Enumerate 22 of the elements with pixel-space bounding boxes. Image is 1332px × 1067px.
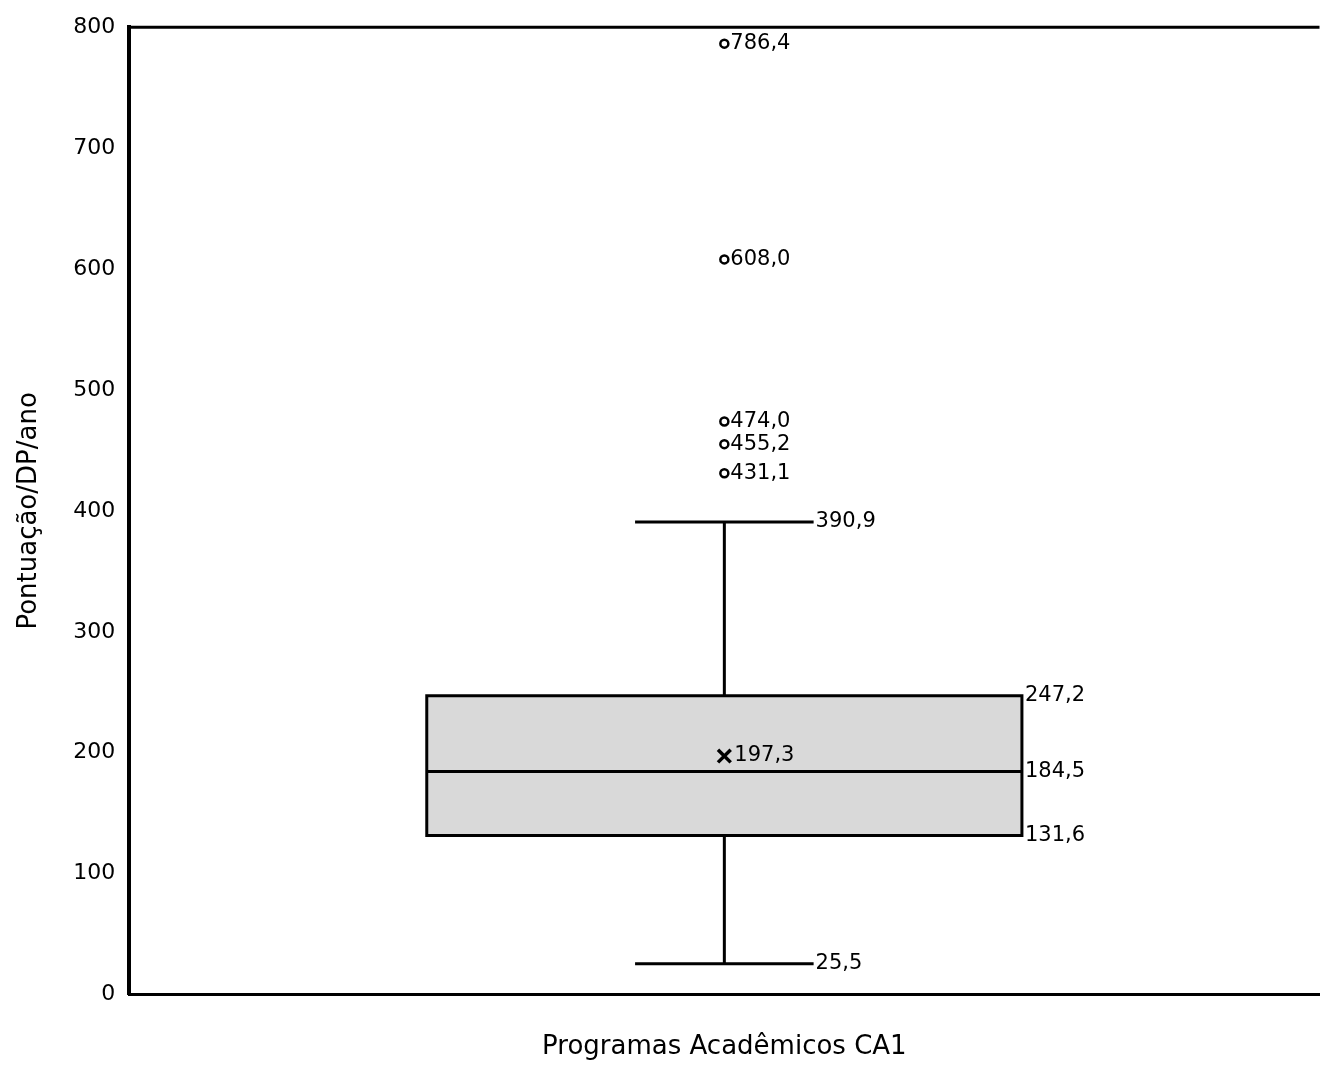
- y-tick-label: 700: [73, 133, 116, 159]
- annotation: 786,4: [730, 30, 791, 55]
- y-tick-label: 300: [73, 617, 116, 643]
- y-tick-label: 100: [73, 859, 116, 885]
- y-tick-label: 200: [73, 738, 116, 764]
- y-axis-title: Pontuação/DP/ano: [12, 392, 43, 630]
- annotation: 184,5: [1024, 757, 1086, 782]
- annotation: 247,2: [1024, 682, 1086, 707]
- y-tick-label: 0: [101, 980, 116, 1006]
- annotation: 455,2: [730, 430, 791, 455]
- annotation: 474,0: [730, 407, 791, 432]
- annotation: 608,0: [730, 245, 791, 270]
- y-tick-label: 500: [73, 375, 116, 401]
- y-tick-label: 600: [73, 254, 116, 280]
- annotation: 431,1: [730, 459, 791, 484]
- annotation: 390,9: [815, 508, 876, 533]
- annotation: 131,6: [1024, 821, 1086, 846]
- x-axis-title: Programas Acadêmicos CA1: [542, 1030, 907, 1061]
- y-tick-label: 400: [73, 496, 116, 522]
- y-tick-label: 800: [73, 12, 116, 38]
- annotation: 25,5: [815, 950, 863, 975]
- annotation: 197,3: [734, 742, 795, 767]
